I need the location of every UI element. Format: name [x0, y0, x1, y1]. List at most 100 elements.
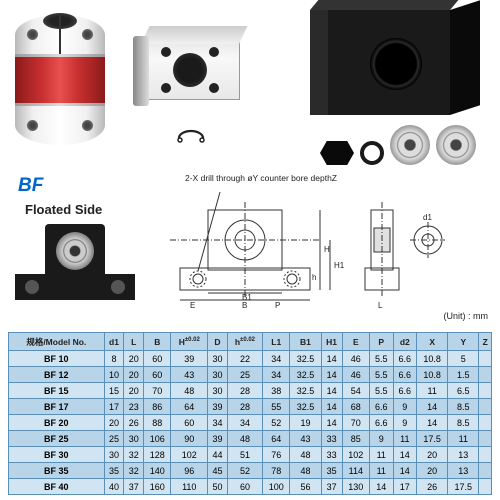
spec-table-wrap: 规格/Model No. d1 L B H±0.02 D h±0.02 L1 B… — [8, 332, 492, 495]
cell-value: 30 — [208, 351, 228, 367]
cell-value: 11 — [369, 447, 393, 463]
cell-value: 10 — [104, 367, 124, 383]
bf-bearing-icon — [56, 232, 94, 270]
col-h: H±0.02 — [171, 333, 208, 351]
cell-value: 32.5 — [290, 367, 321, 383]
housing-bore — [173, 53, 207, 87]
cell-value: 52 — [263, 415, 290, 431]
col-l1: L1 — [263, 333, 290, 351]
cell-model: BF 35 — [9, 463, 105, 479]
cell-value: 5 — [448, 351, 479, 367]
floated-side-label: Floated Side — [25, 202, 102, 217]
cell-value: 48 — [227, 431, 262, 447]
bearing-icon — [390, 125, 430, 165]
cell-value: 34 — [263, 351, 290, 367]
set-screw-icon — [27, 29, 38, 40]
cell-value: 5.5 — [369, 367, 393, 383]
spacer-ring-icon — [360, 141, 384, 165]
cell-value: 76 — [263, 447, 290, 463]
cell-value: 64 — [263, 431, 290, 447]
dim-b1: B1 — [242, 293, 252, 302]
table-row: BF 10820603930223432.514465.56.610.85 — [9, 351, 492, 367]
cell-value: 39 — [208, 399, 228, 415]
cell-value: 20 — [124, 351, 144, 367]
cell-value — [479, 383, 492, 399]
cell-value: 60 — [227, 479, 262, 495]
cell-value: 17 — [393, 479, 417, 495]
cell-value: 114 — [342, 463, 369, 479]
cell-value: 10.8 — [417, 367, 448, 383]
cell-model: BF 12 — [9, 367, 105, 383]
cell-value: 60 — [144, 367, 171, 383]
dim-h2: h — [312, 273, 316, 282]
cell-value: 78 — [263, 463, 290, 479]
cell-value: 43 — [171, 367, 208, 383]
bf-base — [15, 274, 135, 300]
cell-model: BF 15 — [9, 383, 105, 399]
cell-value: 10.8 — [417, 351, 448, 367]
dim-b: B — [242, 301, 247, 310]
cell-value: 44 — [208, 447, 228, 463]
cell-value: 37 — [321, 479, 342, 495]
table-row: BF 2525301069039486443338591117.511 — [9, 431, 492, 447]
housing-body — [140, 40, 240, 100]
cell-model: BF 40 — [9, 479, 105, 495]
bk-support-image — [290, 10, 490, 165]
cell-value: 30 — [104, 447, 124, 463]
dim-d1: d1 — [423, 213, 432, 222]
cell-value — [479, 415, 492, 431]
bearing-icon — [436, 125, 476, 165]
bk-bore — [370, 38, 422, 90]
cell-value: 34 — [208, 415, 228, 431]
bf-unit-photo — [15, 222, 135, 300]
cell-value — [479, 367, 492, 383]
cell-value: 130 — [342, 479, 369, 495]
dim-l: L — [378, 301, 383, 310]
cell-value: 39 — [171, 351, 208, 367]
cell-value: 25 — [227, 367, 262, 383]
cell-value — [479, 463, 492, 479]
cell-value: 19 — [290, 415, 321, 431]
cell-value: 8.5 — [448, 399, 479, 415]
table-row: BF 151520704830283832.514545.56.6116.5 — [9, 383, 492, 399]
cell-value: 11 — [393, 431, 417, 447]
cell-value: 6.5 — [448, 383, 479, 399]
bf-heading: BF — [18, 175, 43, 197]
bf-block — [45, 224, 105, 278]
cell-value: 33 — [321, 447, 342, 463]
cell-value: 30 — [208, 383, 228, 399]
cell-value — [479, 399, 492, 415]
cell-value: 28 — [227, 399, 262, 415]
dim-p: P — [275, 301, 280, 310]
col-h2: h±0.02 — [227, 333, 262, 351]
cell-value: 17.5 — [448, 479, 479, 495]
cell-value: 56 — [290, 479, 321, 495]
cell-value: 5.5 — [369, 351, 393, 367]
bf-diagram-section: BF Floated Side 2-X drill through øY cou… — [0, 175, 500, 315]
cell-value: 17 — [104, 399, 124, 415]
cell-value: 11 — [369, 463, 393, 479]
cell-value: 15 — [104, 383, 124, 399]
lock-nut-icon — [320, 141, 354, 165]
cell-value: 38 — [263, 383, 290, 399]
cell-value: 50 — [208, 479, 228, 495]
table-row: BF 303032128102445176483310211142013 — [9, 447, 492, 463]
cell-value: 43 — [290, 431, 321, 447]
cell-value: 32.5 — [290, 399, 321, 415]
cell-value: 40 — [104, 479, 124, 495]
cell-value: 26 — [124, 415, 144, 431]
cell-value: 9 — [393, 415, 417, 431]
cell-value: 20 — [417, 463, 448, 479]
cell-value: 102 — [342, 447, 369, 463]
cell-value: 37 — [124, 479, 144, 495]
cell-value: 160 — [144, 479, 171, 495]
cell-model: BF 20 — [9, 415, 105, 431]
set-screw-icon — [82, 29, 93, 40]
cell-value: 35 — [321, 463, 342, 479]
cell-value: 23 — [124, 399, 144, 415]
cell-value: 22 — [227, 351, 262, 367]
cell-value: 20 — [104, 415, 124, 431]
cell-value: 48 — [171, 383, 208, 399]
cell-value: 86 — [144, 399, 171, 415]
cell-model: BF 17 — [9, 399, 105, 415]
